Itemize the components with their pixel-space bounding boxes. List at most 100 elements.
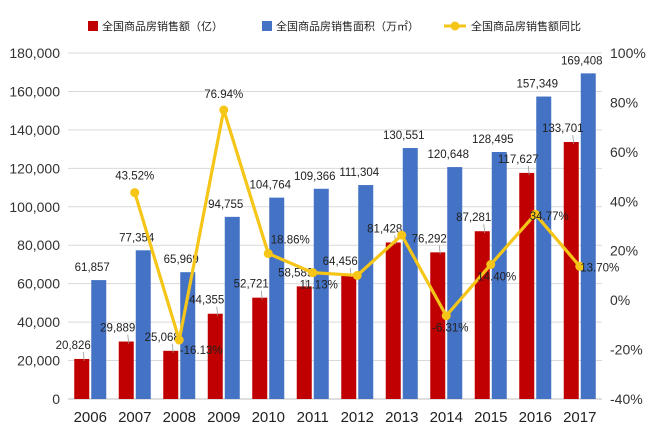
- bar-sales-value-label: 87,281: [456, 212, 491, 224]
- y-right-tick-label: 40%: [610, 193, 638, 209]
- y-right-tick-label: 100%: [610, 45, 646, 61]
- yoy-point: [263, 249, 273, 259]
- x-tick-label: 2011: [297, 409, 329, 426]
- yoy-value-label: 34.77%: [530, 211, 569, 223]
- bar-sales-leader: [527, 165, 530, 175]
- y-right-tick-label: 80%: [610, 94, 638, 110]
- bar-area-value-label: 109,366: [294, 171, 336, 183]
- bar-sales-leader: [572, 134, 575, 145]
- bar-area-value-label: 157,349: [516, 79, 558, 91]
- bar-sales: [519, 172, 535, 399]
- yoy-value-label: 18.86%: [271, 235, 310, 247]
- y-right-tick-label: -40%: [610, 391, 643, 407]
- x-tick-label: 2015: [474, 409, 507, 426]
- bar-sales-value-label: 64,456: [323, 256, 358, 268]
- x-tick-label: 2012: [341, 409, 374, 426]
- bar-area: [91, 280, 107, 399]
- bar-sales-value-label: 76,292: [412, 233, 447, 245]
- yoy-value-label: -16.13%: [180, 345, 223, 357]
- yoy-value-label: 14.40%: [477, 272, 516, 284]
- bar-area: [358, 185, 374, 399]
- bar-area: [491, 152, 507, 399]
- legend-label-yoy: 全国商品房销售额同比: [471, 19, 581, 33]
- legend-label-sales: 全国商品房销售额（亿）: [102, 19, 223, 33]
- bar-area-value-label: 111,304: [339, 167, 379, 179]
- bar-sales-leader: [438, 245, 441, 255]
- yoy-point: [130, 188, 140, 198]
- bar-sales-leader: [171, 343, 174, 353]
- bar-area-value-label: 65,969: [164, 254, 199, 266]
- bar-sales: [563, 141, 579, 400]
- bar-area-value-label: 104,764: [249, 180, 291, 192]
- bar-sales-value-label: 117,627: [498, 154, 539, 166]
- y-right-tick-label: 60%: [610, 144, 638, 160]
- yoy-point: [530, 209, 540, 219]
- y-right-tick-label: -20%: [610, 342, 643, 358]
- bar-sales-value-label: 20,826: [56, 340, 91, 352]
- bar-area: [180, 272, 196, 399]
- bar-sales: [252, 297, 268, 399]
- bar-sales-leader: [305, 279, 308, 289]
- yoy-value-label: 13.70%: [580, 262, 619, 274]
- bar-area-value-label: 130,551: [383, 130, 425, 142]
- y-left-tick-label: 40,000: [17, 314, 60, 330]
- bar-area: [536, 96, 552, 399]
- bar-sales-value-label: 52,721: [234, 279, 269, 291]
- bar-sales: [296, 286, 312, 399]
- yoy-point: [174, 335, 184, 345]
- yoy-point: [486, 260, 496, 270]
- y-left-tick-label: 120,000: [9, 160, 60, 176]
- bar-sales-value-label: 25,068: [145, 332, 180, 344]
- legend-swatch-yoy-dot: [450, 21, 460, 31]
- bar-area-value-label: 120,648: [427, 149, 469, 161]
- bar-sales-value-label: 133,701: [542, 123, 584, 135]
- bar-area-value-label: 61,857: [75, 262, 110, 274]
- bar-sales-value-label: 29,889: [100, 323, 135, 335]
- y-left-tick-label: 20,000: [17, 353, 60, 369]
- y-left-tick-label: 60,000: [17, 276, 60, 292]
- y-left-tick-label: 140,000: [9, 122, 60, 138]
- y-right-tick-label: 0%: [610, 292, 630, 308]
- bar-sales: [118, 341, 134, 399]
- bar-area-value-label: 94,755: [208, 199, 243, 211]
- yoy-value-label: 76.94%: [204, 89, 243, 101]
- bar-sales-leader: [483, 224, 486, 234]
- yoy-point: [308, 268, 318, 278]
- x-tick-label: 2014: [430, 409, 463, 426]
- bar-sales: [474, 231, 490, 399]
- bar-sales: [74, 358, 90, 399]
- yoy-value-label: 43.52%: [115, 171, 154, 183]
- legend-swatch-sales: [88, 21, 98, 31]
- bar-area: [313, 188, 329, 399]
- bar-sales: [341, 275, 357, 399]
- x-tick-label: 2016: [519, 409, 552, 426]
- y-left-tick-label: 180,000: [9, 45, 60, 61]
- bar-area: [224, 216, 240, 399]
- bar-sales-leader: [260, 290, 263, 300]
- yoy-value-label: 11.13%: [300, 280, 338, 292]
- yoy-point: [352, 270, 362, 280]
- yoy-point: [575, 261, 585, 271]
- bar-area: [447, 167, 463, 399]
- yoy-point: [441, 311, 451, 321]
- bar-sales-leader: [127, 334, 130, 344]
- y-right-tick-label: 20%: [610, 243, 638, 259]
- bar-sales-leader: [82, 351, 85, 362]
- x-tick-label: 2013: [385, 409, 418, 426]
- yoy-point: [219, 105, 229, 115]
- bar-sales: [385, 242, 401, 399]
- y-left-tick-label: 80,000: [17, 237, 60, 253]
- y-left-tick-label: 160,000: [9, 83, 60, 99]
- bar-area-value-label: 128,495: [472, 134, 514, 146]
- x-tick-label: 2017: [563, 409, 596, 426]
- x-tick-label: 2008: [163, 409, 196, 426]
- bar-sales-value-label: 81,428: [367, 223, 402, 235]
- y-left-tick-label: 0: [52, 391, 60, 407]
- legend-swatch-area: [262, 21, 272, 31]
- x-tick-label: 2010: [252, 409, 285, 426]
- bar-area: [402, 148, 418, 399]
- bar-sales: [207, 313, 223, 399]
- x-tick-label: 2006: [74, 409, 107, 426]
- legend-label-area: 全国商品房销售面积（万㎡）: [276, 19, 419, 33]
